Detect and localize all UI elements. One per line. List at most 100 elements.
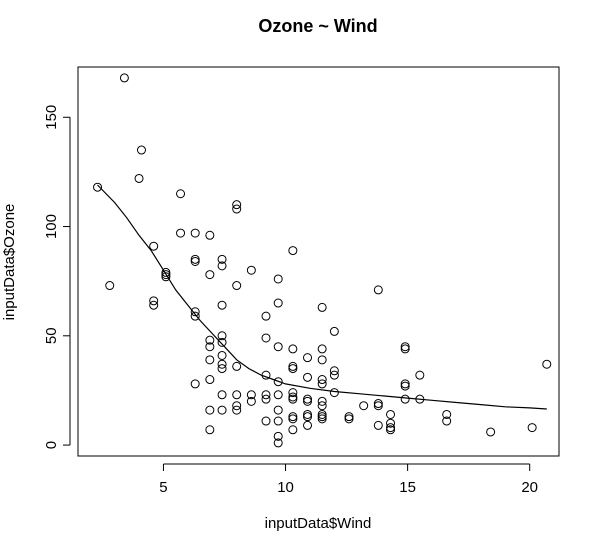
data-point: [303, 353, 313, 363]
data-point: [303, 396, 313, 406]
data-point: [373, 420, 383, 430]
data-point: [232, 405, 242, 415]
data-point: [288, 364, 298, 374]
data-point: [317, 375, 327, 385]
data-point: [217, 350, 227, 360]
data-point: [442, 409, 452, 419]
data-point: [400, 342, 410, 352]
data-point: [246, 396, 256, 406]
data-point: [273, 342, 283, 352]
data-point: [161, 270, 171, 280]
data-point: [134, 173, 144, 183]
data-point: [190, 307, 200, 317]
data-point: [232, 390, 242, 400]
data-point: [217, 254, 227, 264]
data-point: [273, 390, 283, 400]
data-point: [288, 246, 298, 256]
data-point: [273, 274, 283, 284]
data-point: [190, 257, 200, 266]
data-point: [303, 420, 313, 430]
data-point: [273, 298, 283, 308]
data-point: [329, 370, 339, 380]
data-point: [373, 401, 383, 411]
data-point: [205, 335, 215, 345]
data-point: [317, 396, 327, 406]
data-point: [373, 399, 383, 409]
data-point: [217, 359, 227, 369]
data-point: [329, 388, 339, 398]
data-point: [527, 423, 537, 433]
data-point: [149, 296, 159, 306]
y-axis-label: inputData$Ozone: [1, 204, 18, 321]
data-point: [217, 390, 227, 400]
data-point: [190, 228, 200, 238]
x-tick-label: 15: [399, 479, 416, 496]
x-tick-label: 10: [277, 479, 294, 496]
data-point: [303, 409, 313, 419]
data-point: [217, 261, 227, 271]
data-point: [93, 182, 103, 192]
data-point: [232, 281, 242, 291]
data-point: [303, 394, 313, 404]
data-point: [317, 412, 327, 422]
y-axis: 0 50 100 150: [43, 105, 71, 449]
data-point: [273, 438, 283, 448]
data-point: [149, 241, 159, 251]
data-point: [442, 416, 452, 426]
y-tick-label: 0: [43, 441, 60, 449]
data-point: [273, 405, 283, 415]
data-point: [288, 388, 298, 398]
data-point: [261, 311, 271, 321]
chart-title: Ozone ~ Wind: [258, 16, 377, 36]
data-point: [317, 414, 327, 424]
data-point: [317, 302, 327, 312]
data-point: [136, 145, 146, 155]
data-point: [344, 412, 354, 422]
data-point: [261, 416, 271, 426]
data-point: [373, 285, 383, 295]
data-point: [542, 359, 552, 369]
data-point: [205, 425, 215, 435]
data-point: [190, 254, 200, 264]
data-point: [386, 423, 396, 433]
data-point: [217, 405, 227, 415]
data-point: [246, 265, 256, 275]
data-point: [205, 230, 215, 240]
data-point: [288, 425, 298, 435]
data-point: [205, 405, 215, 415]
data-point: [261, 390, 271, 400]
data-point: [486, 427, 496, 437]
y-tick-label: 100: [43, 214, 60, 239]
data-point: [273, 431, 283, 441]
data-point: [273, 377, 283, 387]
data-point: [217, 331, 227, 341]
data-point: [176, 189, 186, 199]
data-point: [344, 414, 354, 424]
data-point: [217, 337, 227, 347]
data-point: [149, 300, 159, 310]
data-point: [205, 355, 215, 365]
data-point: [176, 228, 186, 238]
data-point: [288, 394, 298, 404]
data-point: [386, 409, 396, 419]
data-point: [317, 401, 327, 411]
data-point: [386, 425, 396, 435]
data-point: [317, 344, 327, 354]
data-point: [386, 418, 396, 428]
x-axis: 5 10 15 20: [159, 463, 538, 496]
data-point: [317, 355, 327, 365]
data-point: [317, 379, 327, 389]
data-points: [93, 73, 552, 448]
data-point: [288, 344, 298, 354]
data-point: [232, 200, 242, 210]
data-point: [303, 372, 313, 382]
data-point: [288, 392, 298, 402]
data-point: [161, 272, 171, 282]
data-point: [246, 390, 256, 400]
x-tick-label: 5: [159, 479, 167, 496]
data-point: [190, 311, 200, 321]
y-tick-label: 150: [43, 105, 60, 130]
x-axis-label: inputData$Wind: [265, 515, 372, 532]
data-point: [329, 366, 339, 376]
